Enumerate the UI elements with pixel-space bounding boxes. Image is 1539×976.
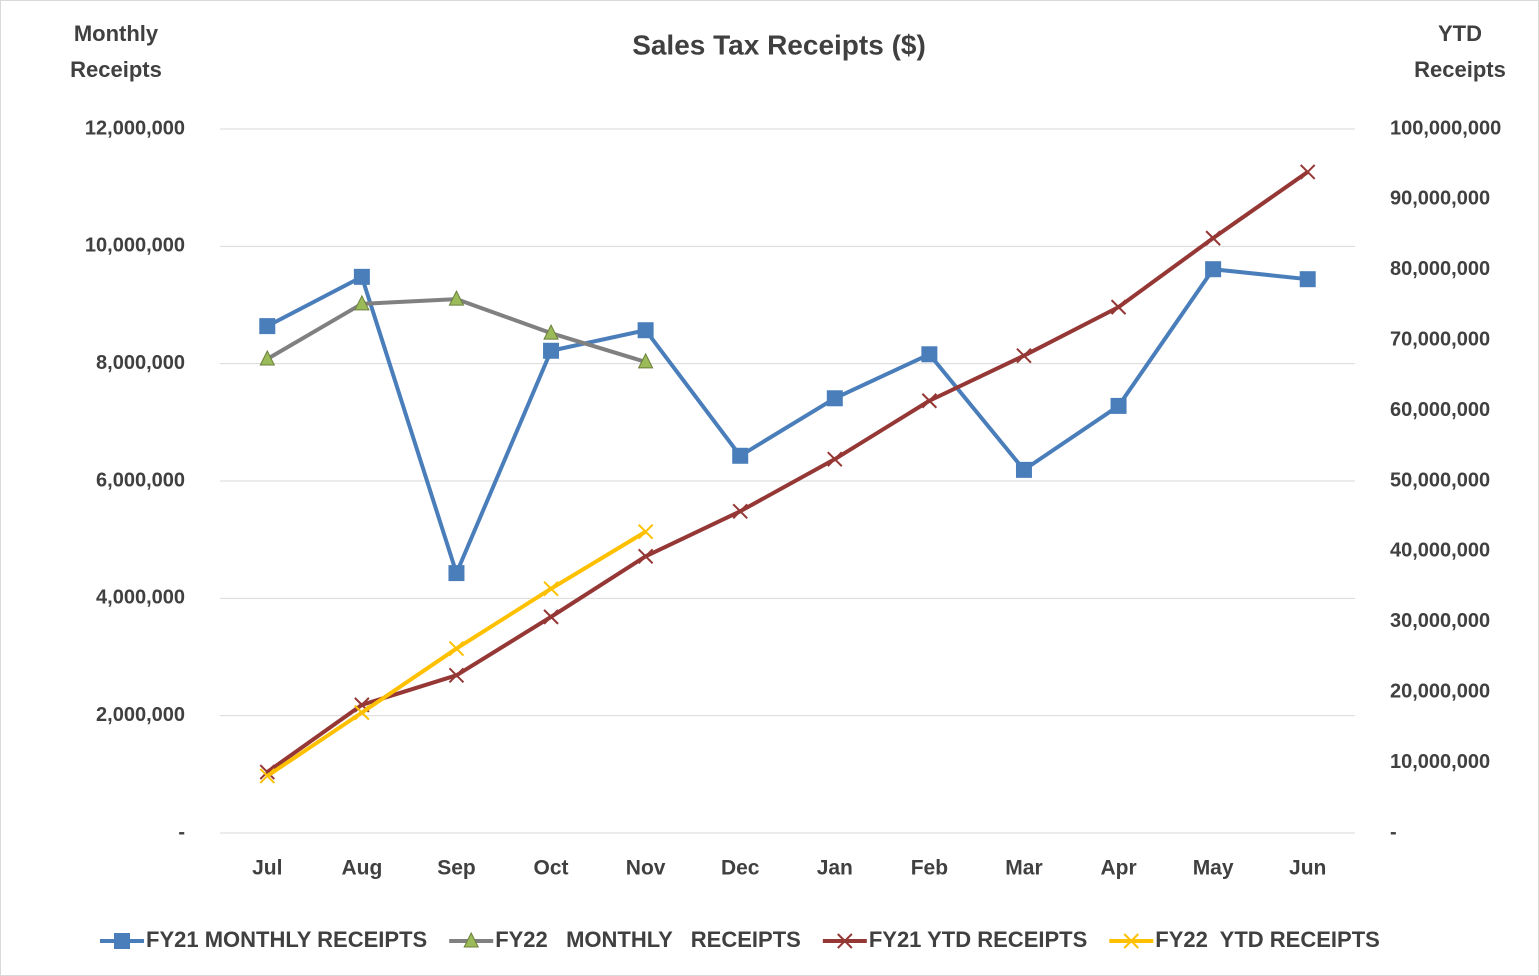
y-axis-label: Monthly Receipts [70, 21, 162, 82]
marker [259, 764, 275, 780]
x-tick-label: May [1193, 857, 1234, 880]
legend-marker [1123, 933, 1139, 949]
marker [543, 324, 559, 340]
marker [448, 290, 465, 306]
y2-axis-label: YTD Receipts [1414, 21, 1506, 82]
marker [732, 503, 748, 519]
marker [543, 609, 559, 625]
y2-tick-label: - [1390, 821, 1397, 843]
x-tick-label: Mar [1005, 857, 1042, 880]
marker [637, 322, 654, 339]
marker [1205, 230, 1221, 246]
y2-tick-label: 70,000,000 [1390, 328, 1490, 350]
y2-tick-label: 50,000,000 [1390, 469, 1490, 491]
marker [1110, 299, 1127, 315]
marker [259, 349, 276, 366]
marker [1299, 271, 1316, 288]
legend-marker [463, 931, 479, 948]
marker [259, 768, 275, 784]
y2-tick-label: 60,000,000 [1390, 399, 1490, 421]
marker [921, 393, 938, 409]
legend-marker [837, 933, 853, 949]
x-tick-label: Sep [437, 857, 476, 880]
y2-tick-label: 90,000,000 [1390, 188, 1490, 210]
marker [448, 667, 465, 684]
y-tick-label: 12,000,000 [85, 117, 185, 139]
y2-tick-label: 80,000,000 [1390, 258, 1490, 280]
y-tick-label: 10,000,000 [85, 235, 185, 257]
y2-tick-label: 20,000,000 [1390, 680, 1490, 702]
marker [637, 548, 654, 565]
x-tick-label: Jul [252, 857, 282, 880]
marker [354, 704, 370, 721]
x-tick-label: Apr [1100, 857, 1136, 880]
marker [1205, 261, 1222, 278]
marker [1110, 397, 1127, 414]
x-tick-label: Jun [1289, 857, 1326, 880]
y2-tick-label: 40,000,000 [1390, 540, 1490, 562]
y2-tick-label: 30,000,000 [1390, 610, 1490, 632]
x-tick-label: Oct [534, 857, 569, 880]
marker [1016, 347, 1032, 364]
x-tick-label: Nov [626, 857, 666, 880]
marker [1015, 461, 1032, 478]
x-tick-label: Feb [911, 857, 948, 880]
marker [1300, 164, 1316, 180]
marker [827, 451, 843, 467]
x-tick-label: Dec [721, 857, 760, 880]
marker [259, 318, 276, 335]
y-tick-label: 8,000,000 [96, 352, 185, 374]
marker [543, 342, 560, 359]
legend-label: FY22 MONTHLY RECEIPTS [495, 927, 801, 952]
y2-tick-label: 100,000,000 [1390, 117, 1501, 139]
marker [543, 581, 559, 597]
x-tick-label: Jan [817, 857, 853, 880]
marker [448, 565, 465, 582]
y-tick-label: - [178, 821, 185, 843]
x-tick-label: Aug [341, 857, 382, 880]
legend-label: FY21 MONTHLY RECEIPTS [146, 927, 427, 952]
y-tick-label: 2,000,000 [96, 704, 185, 726]
y-tick-label: 4,000,000 [96, 587, 185, 609]
y-tick-label: 6,000,000 [96, 469, 185, 491]
marker [448, 640, 465, 657]
series-line [266, 170, 1309, 774]
marker [354, 294, 370, 311]
legend-label: FY22 YTD RECEIPTS [1155, 927, 1380, 952]
marker [921, 346, 938, 363]
marker [826, 390, 843, 407]
marker [637, 523, 654, 540]
y2-tick-label: 10,000,000 [1390, 751, 1490, 773]
series-line [266, 267, 1308, 576]
marker [732, 447, 749, 464]
legend-marker [114, 933, 130, 949]
marker [637, 352, 654, 369]
marker [353, 268, 370, 285]
chart-title: Sales Tax Receipts ($) [632, 29, 926, 60]
legend-label: FY21 YTD RECEIPTS [869, 927, 1087, 952]
